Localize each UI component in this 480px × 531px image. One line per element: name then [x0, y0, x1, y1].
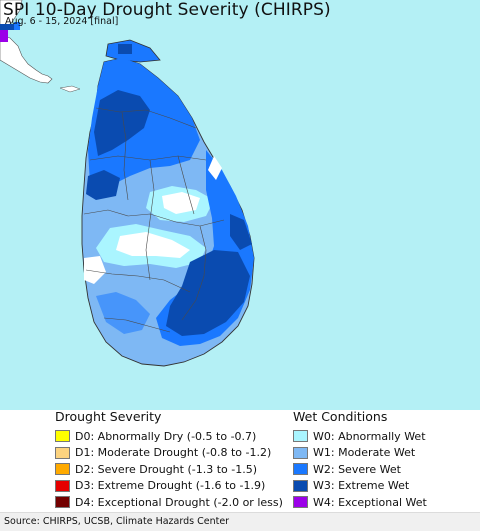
north-extreme-wet: [94, 90, 150, 156]
wet-legend-heading: Wet Conditions: [293, 409, 388, 424]
legend-label-d2: D2: Severe Drought (-1.3 to -1.5): [75, 462, 258, 476]
west-central-no-anomaly: [116, 232, 190, 258]
legend-item-d1: D1: Moderate Drought (-0.8 to -1.2): [55, 445, 283, 462]
southwest-severe-wet: [96, 292, 150, 334]
india-coast: [0, 34, 53, 84]
drought-legend: Drought Severity D0: Abnormally Dry (-0.…: [55, 410, 283, 511]
source-credit: Source: CHIRPS, UCSB, Climate Hazards Ce…: [4, 516, 230, 527]
legend-item-w3: W3: Extreme Wet: [293, 478, 427, 495]
extreme-wet-patch-north: [0, 24, 14, 30]
swatch-w4: [293, 496, 308, 509]
swatch-d2: [55, 463, 70, 476]
severe-wet-patch-north: [14, 22, 20, 30]
swatch-w3: [293, 479, 308, 492]
central-no-anomaly: [162, 192, 200, 214]
east-coast-no-anomaly: [208, 156, 222, 180]
jaffna-peninsula: [105, 39, 161, 63]
legend-item-d2: D2: Severe Drought (-1.3 to -1.5): [55, 461, 283, 478]
legend-item-d0: D0: Abnormally Dry (-0.5 to -0.7): [55, 428, 283, 445]
swatch-d1: [55, 446, 70, 459]
swatch-d4: [55, 496, 70, 509]
swatch-w0: [293, 430, 308, 443]
legend-panel: Drought Severity D0: Abnormally Dry (-0.…: [0, 410, 480, 512]
legend-item-d4: D4: Exceptional Drought (-2.0 or less): [55, 494, 283, 511]
legend-label-d4: D4: Exceptional Drought (-2.0 or less): [75, 495, 283, 509]
legend-label-d0: D0: Abnormally Dry (-0.5 to -0.7): [75, 429, 257, 443]
legend-item-d3: D3: Extreme Drought (-1.6 to -1.9): [55, 478, 283, 495]
west-coast-no-anomaly: [84, 256, 106, 284]
swatch-w1: [293, 446, 308, 459]
southeast-extreme-wet: [166, 250, 250, 336]
drought-legend-heading: Drought Severity: [55, 409, 162, 424]
map-frame: SPI 10-Day Drought Severity (CHIRPS) Aug…: [0, 0, 480, 410]
legend-item-w1: W1: Moderate Wet: [293, 445, 427, 462]
map-subtitle: Aug. 6 - 15, 2024 [final]: [5, 16, 119, 27]
province-boundaries: [83, 107, 225, 333]
map-canvas: [0, 0, 255, 367]
wet-legend: Wet Conditions W0: Abnormally Wet W1: Mo…: [293, 410, 427, 511]
legend-label-w2: W2: Severe Wet: [313, 462, 401, 476]
adams-bridge-islands: [59, 85, 81, 93]
east-extreme-wet-strip: [230, 214, 252, 250]
legend-item-w0: W0: Abnormally Wet: [293, 428, 427, 445]
map-title: SPI 10-Day Drought Severity (CHIRPS): [3, 0, 331, 20]
legend-item-w4: W4: Exceptional Wet: [293, 494, 427, 511]
legend-label-w1: W1: Moderate Wet: [313, 446, 416, 460]
exceptional-wet-patch: [0, 29, 8, 42]
legend-label-w4: W4: Exceptional Wet: [313, 495, 427, 509]
legend-label-w0: W0: Abnormally Wet: [313, 429, 426, 443]
legend-label-d3: D3: Extreme Drought (-1.6 to -1.9): [75, 479, 266, 493]
legend-label-d1: D1: Moderate Drought (-0.8 to -1.2): [75, 446, 272, 460]
swatch-d0: [55, 430, 70, 443]
swatch-d3: [55, 479, 70, 492]
legend-item-w2: W2: Severe Wet: [293, 461, 427, 478]
legend-label-w3: W3: Extreme Wet: [313, 479, 410, 493]
swatch-w2: [293, 463, 308, 476]
northwest-extreme-wet: [86, 170, 120, 200]
jaffna-extreme-wet: [118, 44, 132, 54]
footer-bar: Source: CHIRPS, UCSB, Climate Hazards Ce…: [0, 512, 480, 531]
